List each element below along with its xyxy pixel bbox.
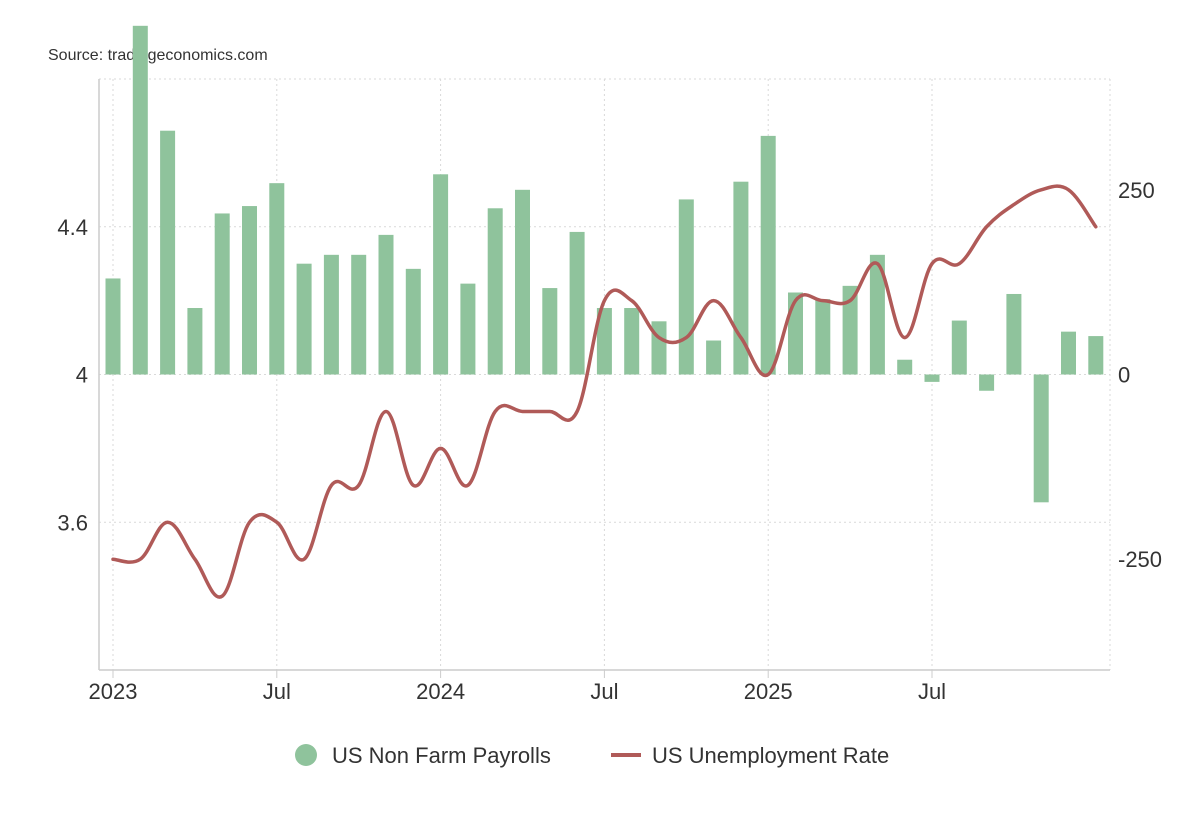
unemployment-line <box>111 184 1098 599</box>
x-tick-label: Jul <box>918 679 946 704</box>
payroll-bar <box>487 208 503 375</box>
payroll-bar <box>296 263 312 375</box>
legend-payrolls-marker <box>295 744 317 766</box>
y-right-tick-label: 250 <box>1118 178 1155 203</box>
payroll-bar <box>788 292 803 375</box>
y-right-tick-label: -250 <box>1118 547 1162 572</box>
axes: 3.6 4 4.4 -250 0 250 2023 Jul 2024 Jul 2025 Jul <box>57 79 1162 704</box>
y-left-tick-label: 4.4 <box>57 215 88 240</box>
payroll-bar <box>678 199 694 375</box>
payroll-bar <box>242 206 257 375</box>
payroll-bar <box>979 374 995 391</box>
payroll-bar <box>897 359 913 375</box>
payroll-bar <box>323 254 339 375</box>
payroll-bar <box>132 25 148 375</box>
payroll-bar <box>433 174 449 375</box>
payroll-bar <box>269 183 285 375</box>
payroll-bar <box>842 285 858 375</box>
payroll-bar <box>460 283 476 375</box>
legend: US Non Farm Payrolls US Unemployment Rat… <box>295 743 889 768</box>
payroll-bar <box>1033 374 1049 503</box>
y-left-tick-label: 3.6 <box>57 510 88 535</box>
x-tick-label: Jul <box>590 679 618 704</box>
payroll-bar <box>733 181 749 375</box>
payroll-bar <box>187 308 203 375</box>
payroll-bar <box>405 268 421 375</box>
payroll-bar <box>924 374 940 382</box>
payroll-bar <box>1006 293 1022 375</box>
payroll-bar <box>214 213 230 375</box>
payroll-bar <box>1061 331 1076 375</box>
payroll-bar <box>596 308 612 375</box>
payroll-bar <box>542 288 558 375</box>
y-left-tick-label: 4 <box>76 363 88 388</box>
payroll-bar <box>351 254 367 375</box>
payroll-bar <box>378 234 394 375</box>
y-right-tick-label: 0 <box>1118 363 1130 388</box>
x-tick-label: 2023 <box>89 679 138 704</box>
payroll-bar <box>105 278 121 375</box>
payroll-bar <box>515 189 530 375</box>
payroll-bar <box>1088 336 1104 375</box>
payroll-bar <box>160 130 176 375</box>
payroll-bars <box>105 25 1104 503</box>
payroll-bar <box>760 135 776 375</box>
payroll-bar <box>706 340 722 375</box>
x-tick-label: Jul <box>263 679 291 704</box>
legend-payrolls-label: US Non Farm Payrolls <box>332 743 551 768</box>
payroll-bar <box>815 299 831 375</box>
payroll-bar <box>624 308 640 375</box>
legend-unemployment-label: US Unemployment Rate <box>652 743 889 768</box>
payroll-bar <box>869 254 885 375</box>
source-label: Source: tradingeconomics.com <box>48 47 268 64</box>
unemployment-line-layer <box>111 184 1098 599</box>
payroll-bar <box>951 320 967 375</box>
x-tick-label: 2025 <box>744 679 793 704</box>
payroll-bar <box>569 231 585 375</box>
x-tick-label: 2024 <box>416 679 465 704</box>
